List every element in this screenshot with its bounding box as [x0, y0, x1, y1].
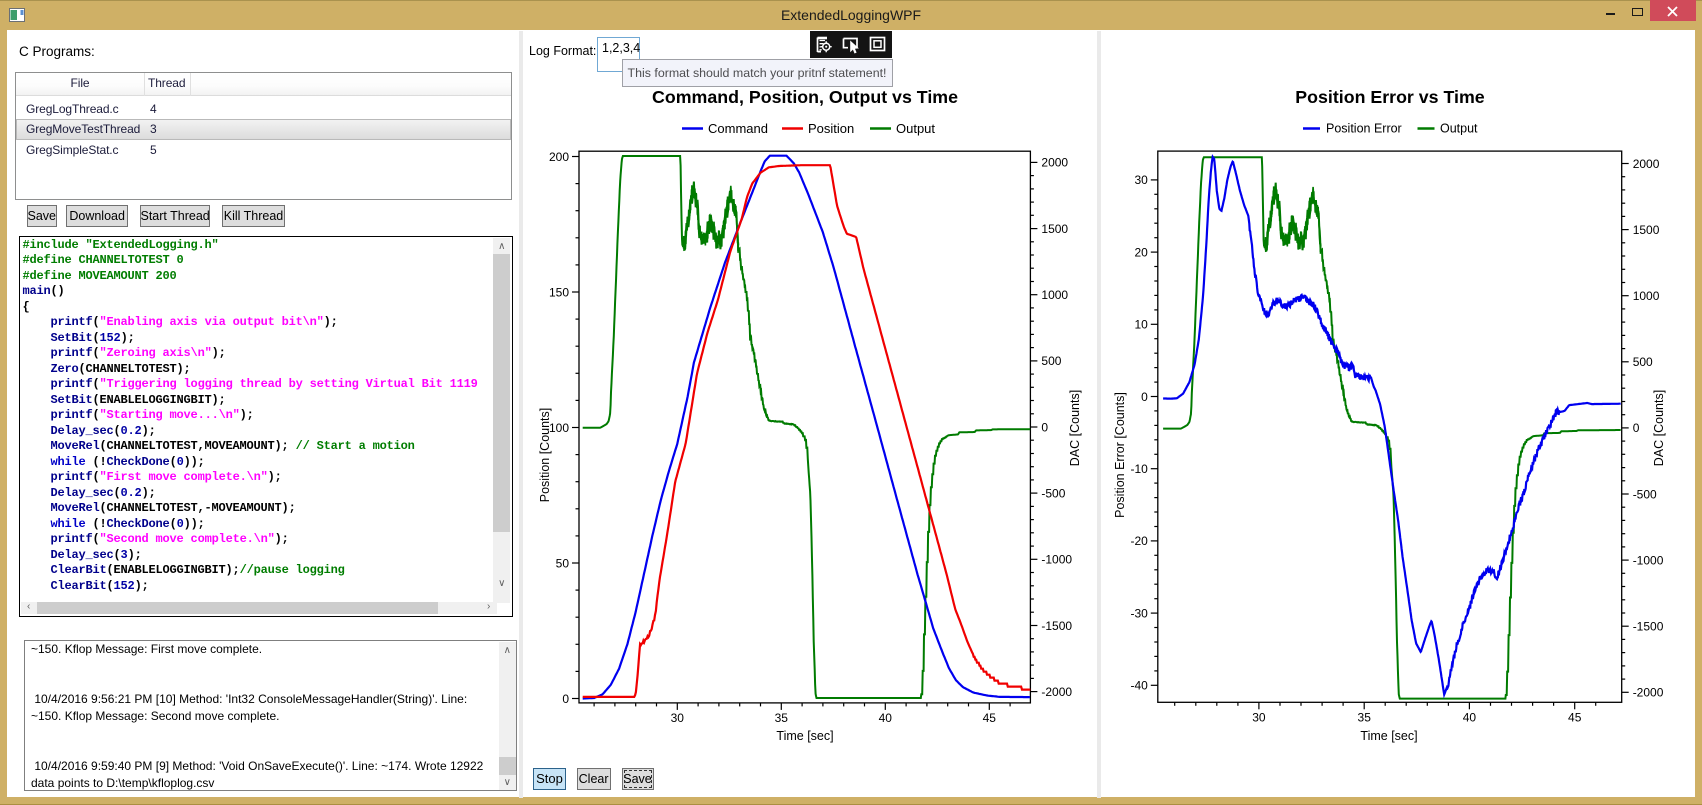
svg-text:500: 500 — [1633, 355, 1653, 369]
svg-text:45: 45 — [983, 711, 997, 725]
svg-text:1500: 1500 — [1041, 222, 1068, 236]
svg-text:20: 20 — [1134, 245, 1148, 259]
svg-text:30: 30 — [1252, 710, 1266, 724]
svg-text:30: 30 — [671, 711, 685, 725]
svg-text:-500: -500 — [1633, 487, 1657, 501]
svg-text:Position Error vs Time: Position Error vs Time — [1295, 87, 1485, 107]
svg-text:1000: 1000 — [1041, 288, 1068, 302]
svg-text:0: 0 — [1633, 421, 1640, 435]
svg-text:200: 200 — [549, 150, 569, 164]
svg-text:50: 50 — [556, 556, 570, 570]
svg-text:-1000: -1000 — [1633, 553, 1664, 567]
svg-text:Position Error: Position Error — [1326, 122, 1402, 136]
svg-text:Output: Output — [896, 121, 935, 136]
svg-text:500: 500 — [1041, 354, 1061, 368]
svg-text:Command, Position, Output vs T: Command, Position, Output vs Time — [652, 87, 958, 107]
svg-text:-10: -10 — [1130, 462, 1148, 476]
svg-text:30: 30 — [1134, 173, 1148, 187]
svg-text:0: 0 — [1141, 390, 1148, 404]
svg-text:-500: -500 — [1041, 486, 1065, 500]
svg-text:Position Error [Counts]: Position Error [Counts] — [1113, 392, 1127, 518]
svg-text:Position [Counts]: Position [Counts] — [538, 408, 552, 503]
svg-text:Time [sec]: Time [sec] — [776, 729, 833, 743]
svg-text:-20: -20 — [1130, 534, 1148, 548]
svg-text:Position: Position — [808, 121, 854, 136]
svg-text:-40: -40 — [1130, 679, 1148, 693]
svg-text:0: 0 — [1041, 420, 1048, 434]
svg-text:-1500: -1500 — [1041, 619, 1072, 633]
svg-text:1500: 1500 — [1633, 223, 1660, 237]
svg-text:45: 45 — [1568, 710, 1582, 724]
svg-text:DAC [Counts]: DAC [Counts] — [1068, 390, 1082, 466]
svg-text:35: 35 — [1358, 710, 1372, 724]
svg-text:0: 0 — [562, 692, 569, 706]
svg-text:40: 40 — [1463, 710, 1477, 724]
svg-text:1000: 1000 — [1633, 289, 1660, 303]
svg-text:35: 35 — [775, 711, 789, 725]
svg-text:-1000: -1000 — [1041, 553, 1072, 567]
svg-text:100: 100 — [549, 421, 569, 435]
svg-text:10: 10 — [1134, 318, 1148, 332]
svg-text:-30: -30 — [1130, 606, 1148, 620]
svg-text:Command: Command — [708, 121, 768, 136]
svg-text:Time [sec]: Time [sec] — [1360, 729, 1417, 743]
svg-text:Output: Output — [1440, 122, 1478, 136]
svg-text:DAC [Counts]: DAC [Counts] — [1652, 390, 1666, 466]
svg-text:-2000: -2000 — [1041, 685, 1072, 699]
svg-text:2000: 2000 — [1633, 157, 1660, 171]
svg-text:40: 40 — [879, 711, 893, 725]
svg-text:-1500: -1500 — [1633, 620, 1664, 634]
svg-text:-2000: -2000 — [1633, 686, 1664, 700]
svg-text:2000: 2000 — [1041, 156, 1068, 170]
svg-text:150: 150 — [549, 285, 569, 299]
